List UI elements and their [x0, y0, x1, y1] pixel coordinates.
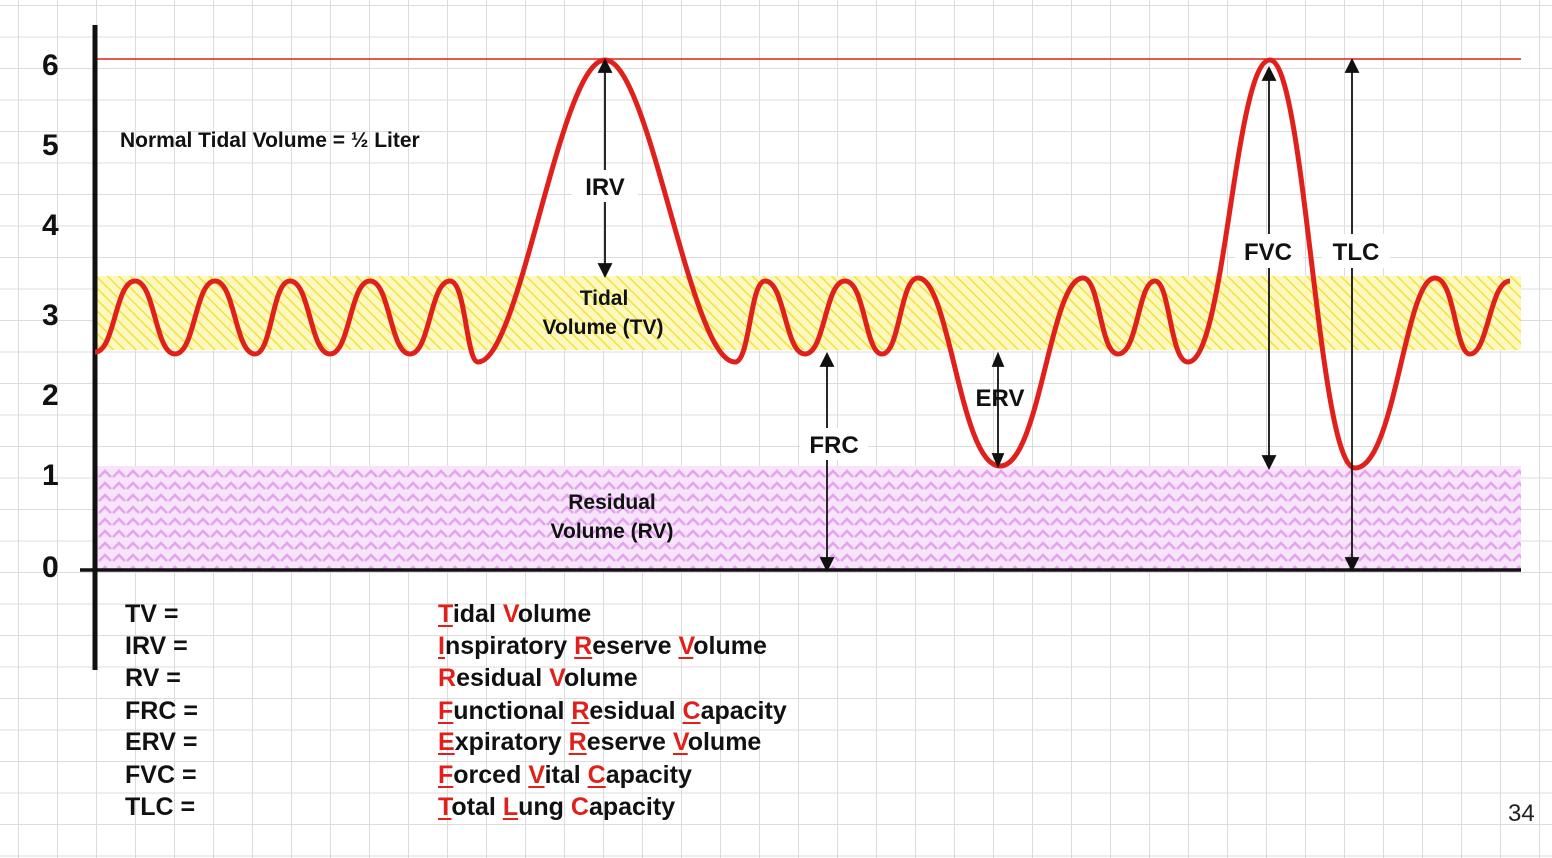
legend-word-rest: xpiratory [454, 728, 562, 756]
legend-abbreviation: FRC = [125, 697, 198, 725]
legend-definition: Total Lung Capacity [438, 793, 675, 822]
irv-arrowhead-bottom [597, 263, 613, 279]
legend-word-rest: apacity [588, 793, 676, 821]
y-tick-1: 1 [42, 459, 59, 492]
legend-initial-letter: V [672, 728, 688, 756]
legend-word-rest: olume [564, 664, 638, 692]
legend-word-rest: eserve [592, 632, 672, 660]
tidal-label-line1: Tidal [580, 287, 629, 310]
legend-word-rest: otal [451, 793, 496, 821]
legend-initial-letter: R [438, 664, 457, 692]
legend-abbreviation: TLC = [125, 793, 196, 821]
legend-definition: Inspiratory Reserve Volume [438, 632, 767, 661]
tidal-label-line2: Volume (TV) [543, 316, 664, 339]
legend-initial-letter: C [682, 697, 701, 725]
legend-word-rest: ung [518, 793, 564, 821]
legend-initial-letter: T [438, 793, 452, 821]
y-tick-2: 2 [42, 379, 59, 412]
legend-word-rest: olume [517, 600, 592, 628]
residual-label-line1: Residual [568, 491, 656, 514]
legend-word-rest: apacity [605, 761, 692, 789]
legend-initial-letter: V [528, 761, 545, 789]
legend-word-rest: olume [693, 632, 767, 660]
frc-arrowhead-top [819, 351, 835, 367]
legend-word-rest: apacity [700, 697, 787, 725]
erv-arrowhead-bottom [991, 453, 1005, 469]
legend-abbreviation: TV = [125, 600, 179, 628]
legend-definition: Forced Vital Capacity [438, 761, 692, 790]
tlc-arrowhead-top [1344, 57, 1360, 73]
y-tick-5: 5 [42, 129, 59, 162]
legend-word-rest: orced [453, 761, 522, 789]
irv-label: IRV [585, 174, 625, 201]
tidal-volume-note: Normal Tidal Volume = ½ Liter [120, 129, 420, 152]
legend-initial-letter: C [587, 761, 606, 789]
legend-word-rest: ital [544, 761, 581, 789]
spirometry-curve [94, 57, 1511, 471]
legend-initial-letter: R [574, 632, 593, 660]
legend-initial-letter: L [502, 793, 519, 821]
legend-initial-letter: V [502, 600, 518, 628]
tidal-volume-band [96, 276, 1521, 350]
legend-initial-letter: R [568, 728, 587, 756]
legend-word-rest: olume [687, 728, 762, 756]
legend-initial-letter: C [570, 793, 589, 821]
legend-definition: Tidal Volume [438, 600, 591, 629]
legend-word-rest: idal [452, 600, 496, 628]
legend-word-rest: unctional [453, 697, 565, 725]
erv-label: ERV [976, 385, 1025, 412]
legend-initial-letter: V [678, 632, 694, 660]
fvc-arrowhead-bottom [1261, 455, 1277, 471]
tlc-label: TLC [1333, 239, 1380, 266]
legend-abbreviation: ERV = [125, 728, 198, 756]
legend-initial-letter: F [438, 761, 454, 789]
y-tick-6: 6 [42, 49, 59, 82]
legend-abbreviation: FVC = [125, 761, 197, 789]
legend-abbreviation: IRV = [125, 632, 188, 660]
legend-word-rest: eserve [586, 728, 666, 756]
frc-label: FRC [809, 432, 858, 459]
erv-arrowhead-top [991, 351, 1005, 367]
legend-initial-letter: R [571, 697, 590, 725]
legend-initial-letter: E [438, 728, 455, 756]
legend-initial-letter: T [438, 600, 453, 628]
residual-volume-band [96, 466, 1521, 570]
legend-definition: Expiratory Reserve Volume [438, 728, 761, 757]
legend-abbreviation: RV = [125, 664, 181, 692]
frc-arrowhead-bottom [819, 557, 835, 573]
legend-word-rest: esidual [589, 697, 676, 725]
legend-initial-letter: V [549, 664, 564, 692]
irv-arrowhead-top [597, 57, 613, 73]
y-tick-0: 0 [42, 551, 59, 584]
y-tick-3: 3 [42, 299, 59, 332]
fvc-arrowhead-top [1261, 65, 1277, 81]
residual-label-line2: Volume (RV) [551, 520, 674, 543]
fvc-label: FVC [1244, 239, 1292, 266]
legend-initial-letter: I [438, 632, 445, 660]
tlc-arrowhead-bottom [1344, 557, 1360, 573]
legend-word-rest: nspiratory [444, 632, 568, 660]
y-tick-4: 4 [42, 209, 59, 242]
legend-definition: Residual Volume [438, 664, 638, 693]
legend-definition: Functional Residual Capacity [438, 697, 787, 726]
legend-word-rest: esidual [456, 664, 543, 692]
page-number: 34 [1508, 800, 1535, 827]
legend-initial-letter: F [438, 697, 454, 725]
